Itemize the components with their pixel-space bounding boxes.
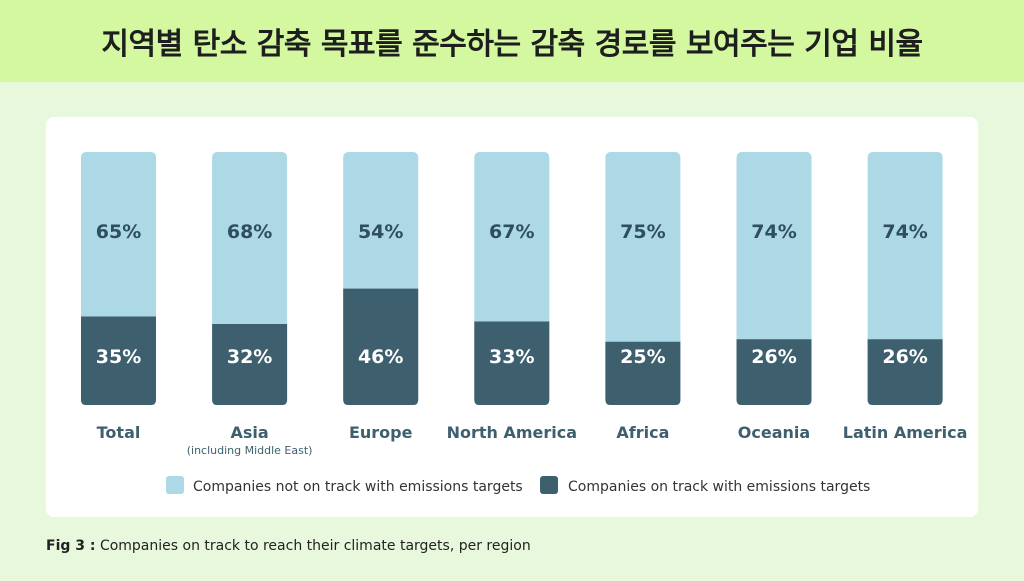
figure-caption-label: Fig 3 : [46,538,96,554]
category-label-europe: Europe [349,423,413,442]
category-label-asia: Asia [231,423,269,442]
value-label-not-on-track-oceania: 74% [751,221,796,243]
bar-on-track-total [81,316,156,405]
bar-on-track-asia [212,324,288,405]
figure-caption: Fig 3 : Companies on track to reach thei… [46,538,531,554]
category-label-total: Total [97,423,141,442]
bar-group-europe: 54% 46% Europe [343,152,419,442]
bar-group-north-america: 67% 33% North America [447,152,577,442]
value-label-not-on-track-total: 65% [96,221,141,243]
category-label-latin-america: Latin America [843,423,968,442]
stacked-bar-chart: 65% 35% Total 68% 32% Asia (including Middle E… [81,152,968,495]
value-label-not-on-track-latin-america: 74% [882,221,927,243]
category-label-africa: Africa [616,423,669,442]
bar-on-track-latin-america [867,339,943,405]
header-banner: 지역별 탄소 감축 목표를 준수하는 감축 경로를 보여주는 기업 비율 [0,0,1024,82]
value-label-on-track-oceania: 26% [751,346,796,368]
legend-swatch-on-track [540,476,558,494]
legend: Companies not on track with emissions ta… [166,476,870,495]
bar-on-track-europe [343,288,419,405]
bar-group-latin-america: 74% 26% Latin America [843,152,968,442]
value-label-on-track-latin-america: 26% [882,346,927,368]
value-label-not-on-track-asia: 68% [227,221,272,243]
category-label-north-america: North America [447,423,577,442]
bar-group-africa: 75% 25% Africa [605,152,681,442]
value-label-not-on-track-north-america: 67% [489,221,534,243]
category-label-oceania: Oceania [738,423,810,442]
legend-swatch-not-on-track [166,476,184,494]
page-title: 지역별 탄소 감축 목표를 준수하는 감축 경로를 보여주는 기업 비율 [101,27,923,62]
value-label-on-track-north-america: 33% [489,346,534,368]
legend-label-on-track: Companies on track with emissions target… [568,479,870,495]
bar-on-track-africa [605,341,681,405]
figure-caption-text: Companies on track to reach their climat… [99,538,531,554]
bar-group-oceania: 74% 26% Oceania [736,152,812,442]
bar-group-asia: 68% 32% Asia (including Middle East) [187,152,313,457]
chart-card: 65% 35% Total 68% 32% Asia (including Middle E… [46,117,978,517]
bar-on-track-north-america [474,321,550,405]
value-label-on-track-africa: 25% [620,346,665,368]
category-sublabel-asia: (including Middle East) [187,444,313,457]
value-label-not-on-track-africa: 75% [620,221,665,243]
value-label-on-track-europe: 46% [358,346,403,368]
value-label-on-track-asia: 32% [227,346,272,368]
value-label-on-track-total: 35% [96,346,141,368]
value-label-not-on-track-europe: 54% [358,221,403,243]
legend-label-not-on-track: Companies not on track with emissions ta… [193,479,523,495]
bar-group-total: 65% 35% Total [81,152,156,442]
bar-on-track-oceania [736,339,812,405]
